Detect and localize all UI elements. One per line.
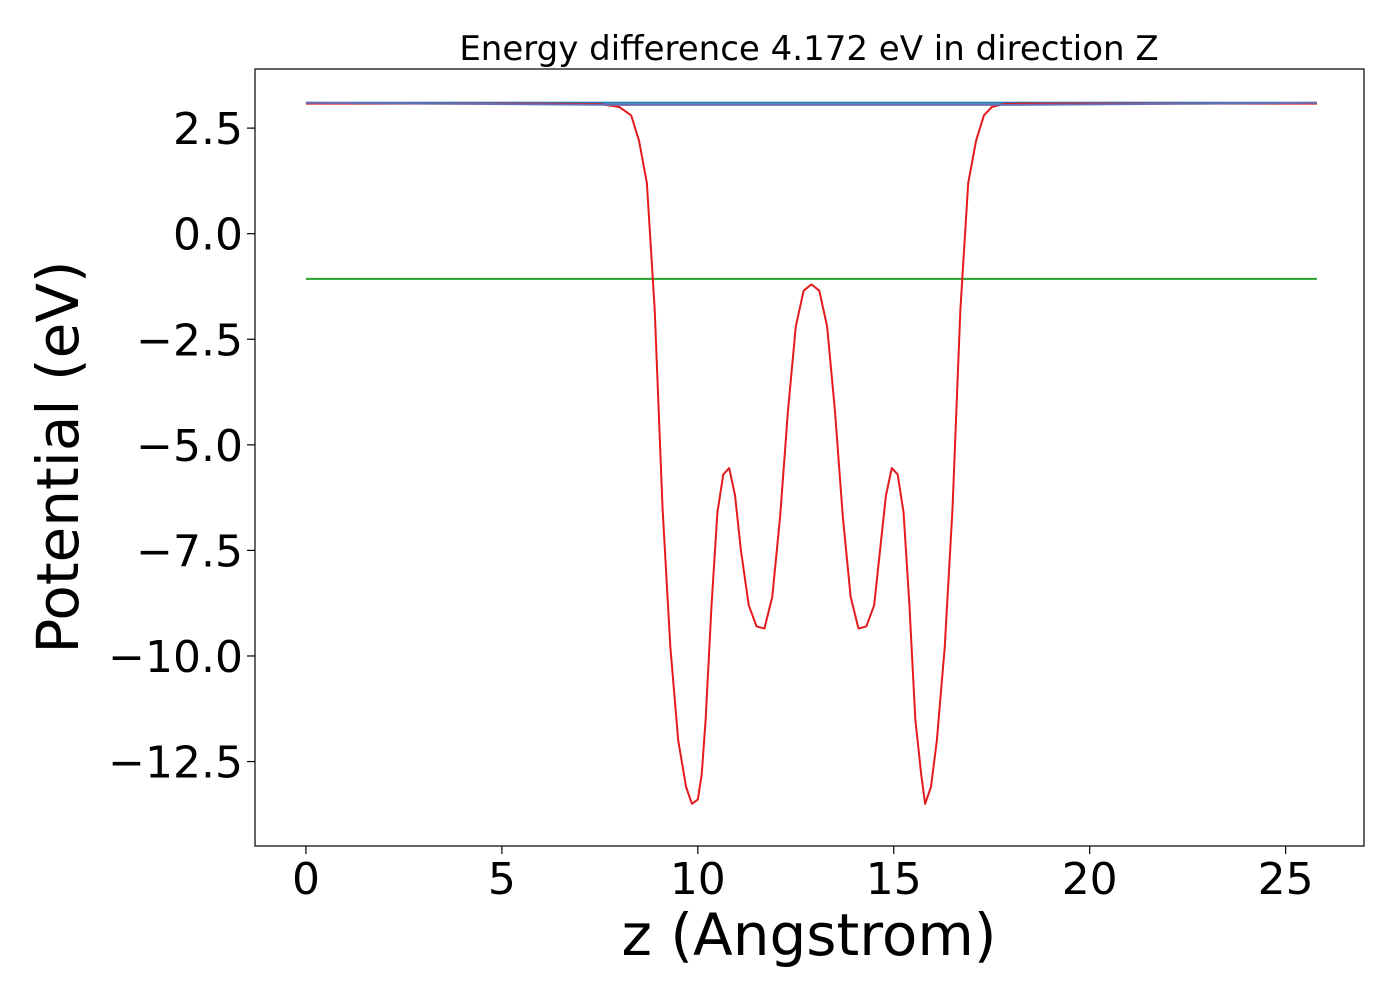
y-axis: 2.5 0.0 −2.5 −5.0 −7.5 −10.0 −12.5 [108,104,255,789]
y-tick-label: 2.5 [173,104,243,155]
x-tick-label: 15 [866,854,922,905]
x-tick-label: 20 [1062,854,1118,905]
plot-lines [305,101,1317,805]
y-tick-label: −2.5 [136,315,243,366]
y-tick-label: −12.5 [108,738,243,789]
y-tick-label: −10.0 [108,632,243,683]
x-axis: 0 5 10 15 20 25 [292,846,1314,905]
series-line-4 [305,101,1317,106]
series-line-3 [305,102,1317,805]
chart-title: Energy difference 4.172 eV in direction … [459,29,1158,69]
plot-area-frame [254,68,1365,847]
x-tick-label: 10 [670,854,726,905]
y-tick-label: −7.5 [136,526,243,577]
x-tick-label: 25 [1258,854,1314,905]
x-tick-label: 5 [488,854,516,905]
y-tick-label: 0.0 [173,210,243,261]
x-tick-label: 0 [292,854,320,905]
y-axis-label: Potential (eV) [24,260,92,653]
x-axis-label: z (Angstrom) [622,901,997,969]
y-tick-label: −5.0 [136,421,243,472]
